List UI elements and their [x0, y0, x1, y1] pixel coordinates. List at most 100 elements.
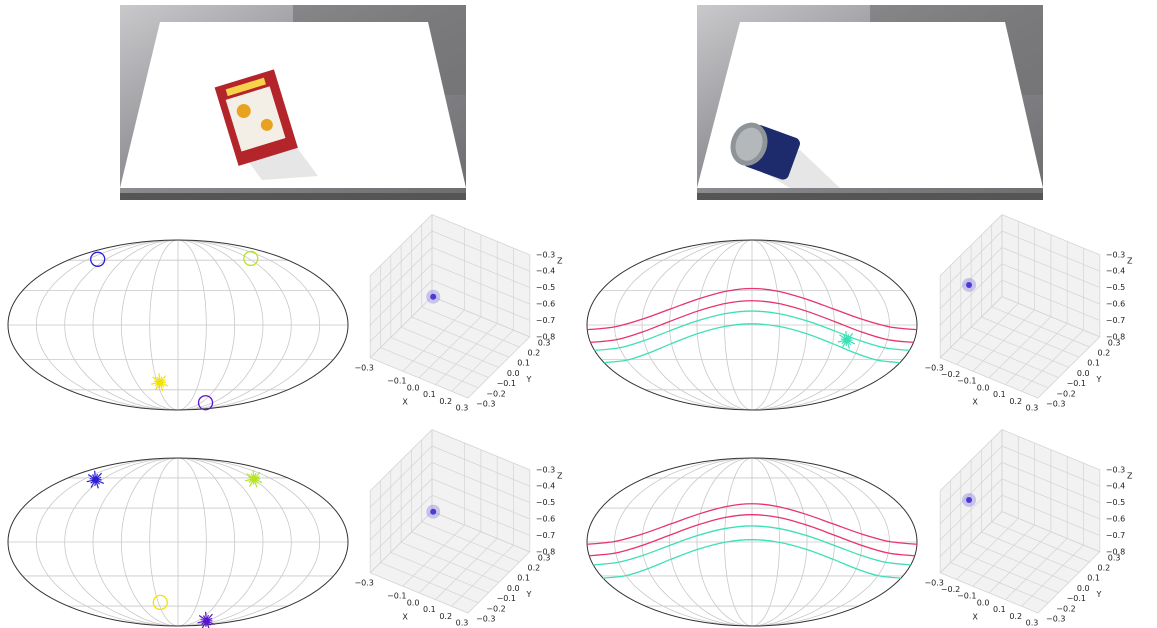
x-tick-label: 0.0 — [977, 598, 990, 607]
z-tick-label: −0.8 — [1106, 332, 1125, 341]
page: −0.3−0.10.00.10.20.3−0.3−0.2−0.10.00.10.… — [0, 0, 1157, 628]
z-axis-label: Z — [1127, 471, 1133, 480]
z-tick-label: −0.7 — [1106, 316, 1125, 325]
x-tick-label: 0.3 — [1026, 619, 1039, 628]
render-right — [697, 5, 1043, 200]
scatter3d-panel: −0.3−0.2−0.10.00.10.20.3−0.3−0.2−0.10.00… — [924, 215, 1133, 413]
z-tick-label: −0.8 — [536, 547, 555, 556]
mollweide-panel — [587, 458, 917, 626]
z-axis-label: Z — [1127, 256, 1133, 265]
point — [430, 294, 436, 300]
z-tick-label: −0.7 — [1106, 531, 1125, 540]
z-tick-label: −0.6 — [536, 300, 555, 309]
y-tick-label: −0.3 — [1046, 400, 1065, 409]
x-tick-label: 0.1 — [423, 605, 436, 614]
z-tick-label: −0.5 — [536, 283, 555, 292]
y-axis-label: Y — [525, 590, 531, 599]
y-tick-label: 0.0 — [507, 584, 520, 593]
table-edge — [120, 193, 466, 200]
x-tick-label: 0.1 — [423, 390, 436, 399]
z-tick-label: −0.4 — [1106, 267, 1125, 276]
y-tick-label: −0.2 — [486, 389, 505, 398]
x-axis-label: X — [402, 612, 408, 621]
x-tick-label: 0.0 — [977, 383, 990, 392]
y-tick-label: −0.1 — [1067, 594, 1086, 603]
table-edge — [697, 193, 1043, 200]
x-tick-label: 0.0 — [407, 383, 420, 392]
y-tick-label: 0.2 — [528, 349, 541, 358]
z-tick-label: −0.3 — [1106, 465, 1125, 474]
mollweide-panel — [8, 458, 348, 628]
x-tick-label: 0.2 — [439, 397, 452, 406]
cluster-marker — [245, 470, 262, 488]
y-tick-label: 0.0 — [1077, 584, 1090, 593]
z-tick-label: −0.5 — [1106, 498, 1125, 507]
y-tick-label: −0.2 — [1056, 604, 1075, 613]
ring-marker — [244, 251, 258, 265]
figure: −0.3−0.10.00.10.20.3−0.3−0.2−0.10.00.10.… — [0, 0, 1157, 628]
y-tick-label: 0.1 — [517, 359, 530, 368]
y-axis-label: Y — [1095, 375, 1101, 384]
z-tick-label: −0.6 — [1106, 300, 1125, 309]
x-tick-label: 0.3 — [456, 619, 469, 628]
y-tick-label: 0.1 — [1087, 359, 1100, 368]
y-tick-label: −0.1 — [497, 594, 516, 603]
y-tick-label: 0.2 — [528, 564, 541, 573]
x-tick-label: 0.2 — [439, 612, 452, 621]
x-tick-label: 0.2 — [1009, 397, 1022, 406]
x-tick-label: −0.1 — [387, 592, 406, 601]
x-tick-label: −0.3 — [354, 578, 373, 587]
y-tick-label: −0.3 — [476, 400, 495, 409]
point — [966, 282, 972, 288]
scatter3d-panel: −0.3−0.10.00.10.20.3−0.3−0.2−0.10.00.10.… — [354, 215, 563, 413]
y-tick-label: −0.2 — [1056, 389, 1075, 398]
point — [430, 509, 436, 515]
x-tick-label: 0.2 — [1009, 612, 1022, 621]
x-axis-label: X — [972, 612, 978, 621]
y-tick-label: −0.3 — [476, 615, 495, 624]
y-tick-label: 0.2 — [1098, 564, 1111, 573]
x-tick-label: −0.1 — [387, 377, 406, 386]
x-tick-label: 0.3 — [456, 404, 469, 413]
z-tick-label: −0.5 — [536, 498, 555, 507]
z-tick-label: −0.7 — [536, 531, 555, 540]
x-tick-label: 0.1 — [993, 605, 1006, 614]
point — [966, 497, 972, 503]
z-axis-label: Z — [557, 256, 563, 265]
z-tick-label: −0.8 — [1106, 547, 1125, 556]
z-tick-label: −0.3 — [536, 250, 555, 259]
z-tick-label: −0.4 — [536, 482, 555, 491]
y-tick-label: −0.1 — [1067, 379, 1086, 388]
render-left — [120, 5, 466, 200]
y-axis-label: Y — [1095, 590, 1101, 599]
scatter3d-panel: −0.3−0.10.00.10.20.3−0.3−0.2−0.10.00.10.… — [354, 430, 563, 628]
x-tick-label: −0.1 — [957, 592, 976, 601]
x-axis-label: X — [402, 397, 408, 406]
cluster-marker — [87, 471, 104, 489]
z-tick-label: −0.6 — [1106, 515, 1125, 524]
y-tick-label: 0.0 — [1077, 369, 1090, 378]
z-tick-label: −0.4 — [536, 267, 555, 276]
y-axis-label: Y — [525, 375, 531, 384]
cluster-marker — [151, 373, 168, 391]
z-tick-label: −0.3 — [1106, 250, 1125, 259]
x-tick-label: −0.1 — [957, 377, 976, 386]
x-tick-label: 0.3 — [1026, 404, 1039, 413]
scatter3d-panel: −0.3−0.2−0.10.00.10.20.3−0.3−0.2−0.10.00… — [924, 430, 1133, 628]
ring-marker — [91, 252, 105, 266]
z-axis-label: Z — [557, 471, 563, 480]
z-tick-label: −0.6 — [536, 515, 555, 524]
y-tick-label: −0.1 — [497, 379, 516, 388]
z-tick-label: −0.7 — [536, 316, 555, 325]
z-tick-label: −0.4 — [1106, 482, 1125, 491]
z-tick-label: −0.3 — [536, 465, 555, 474]
mollweide-panel — [587, 240, 917, 410]
x-tick-label: −0.3 — [354, 363, 373, 372]
z-tick-label: −0.5 — [1106, 283, 1125, 292]
x-tick-label: 0.1 — [993, 390, 1006, 399]
y-tick-label: −0.3 — [1046, 615, 1065, 624]
mollweide-panel — [8, 240, 348, 410]
y-tick-label: 0.0 — [507, 369, 520, 378]
x-tick-label: 0.0 — [407, 598, 420, 607]
y-tick-label: 0.1 — [517, 574, 530, 583]
